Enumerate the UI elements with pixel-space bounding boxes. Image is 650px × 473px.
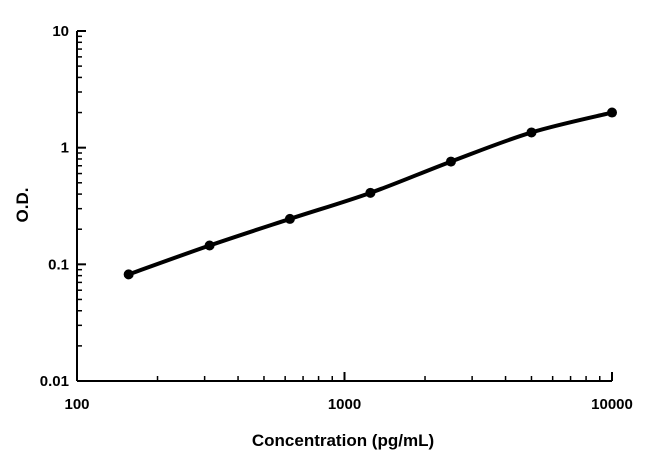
data-point [445,156,456,167]
y-tick-label: 1 [61,140,69,157]
y-tick-label: 10 [52,23,69,40]
minor-ticks [77,35,601,381]
axes [76,31,612,382]
y-tick-label: 0.01 [40,373,69,390]
y-tick-label: 0.1 [48,256,69,273]
major-ticks [76,30,613,382]
data-points [123,107,617,280]
data-point [204,240,215,251]
data-point [526,127,537,138]
data-point [607,107,617,118]
x-axis-title: Concentration (pg/mL) [252,431,434,450]
tick-labels: 100 1000 10000 0.01 0.1 1 10 [40,23,633,413]
x-tick-label: 100 [64,396,89,413]
data-point [365,187,376,198]
data-point [284,213,295,224]
data-point [123,269,134,280]
x-tick-label: 10000 [591,396,633,413]
y-axis-title: O.D. [13,188,32,223]
x-tick-label: 1000 [328,396,361,413]
